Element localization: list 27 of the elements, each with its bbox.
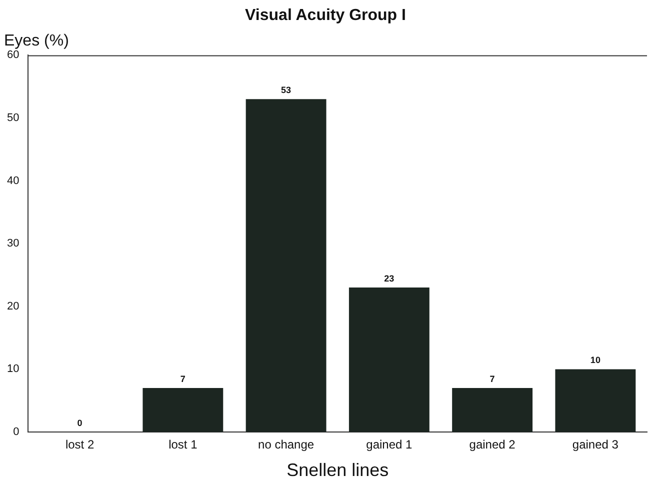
x-tick-label: no change: [258, 438, 314, 452]
chart-title: Visual Acuity Group I: [245, 7, 406, 24]
y-axis-title: Eyes (%): [4, 32, 69, 50]
bar: [348, 288, 430, 432]
x-tick-label: gained 1: [366, 438, 413, 452]
data-label: 10: [590, 355, 600, 366]
bar: [555, 369, 636, 432]
x-axis-title: Snellen lines: [286, 460, 389, 480]
data-label: 0: [77, 418, 82, 428]
bar: [246, 99, 326, 432]
data-label: 7: [180, 374, 186, 384]
bar: [142, 388, 224, 432]
data-label: 7: [490, 374, 495, 384]
y-tick-label: 10: [6, 363, 20, 376]
x-tick-label: lost 1: [168, 438, 198, 452]
bar: [452, 388, 533, 432]
x-tick-label: lost 2: [65, 438, 94, 452]
x-tick-label: gained 3: [572, 438, 619, 452]
data-label: 53: [281, 85, 292, 96]
y-tick-label: 60: [6, 49, 20, 62]
y-tick-label: 40: [6, 174, 20, 187]
x-tick-label: gained 2: [469, 438, 516, 452]
y-tick-label: 30: [6, 238, 20, 250]
y-tick-label: 0: [13, 426, 20, 438]
data-label: 23: [384, 274, 394, 284]
y-tick-label: 50: [6, 112, 20, 124]
y-tick-label: 20: [6, 300, 20, 312]
